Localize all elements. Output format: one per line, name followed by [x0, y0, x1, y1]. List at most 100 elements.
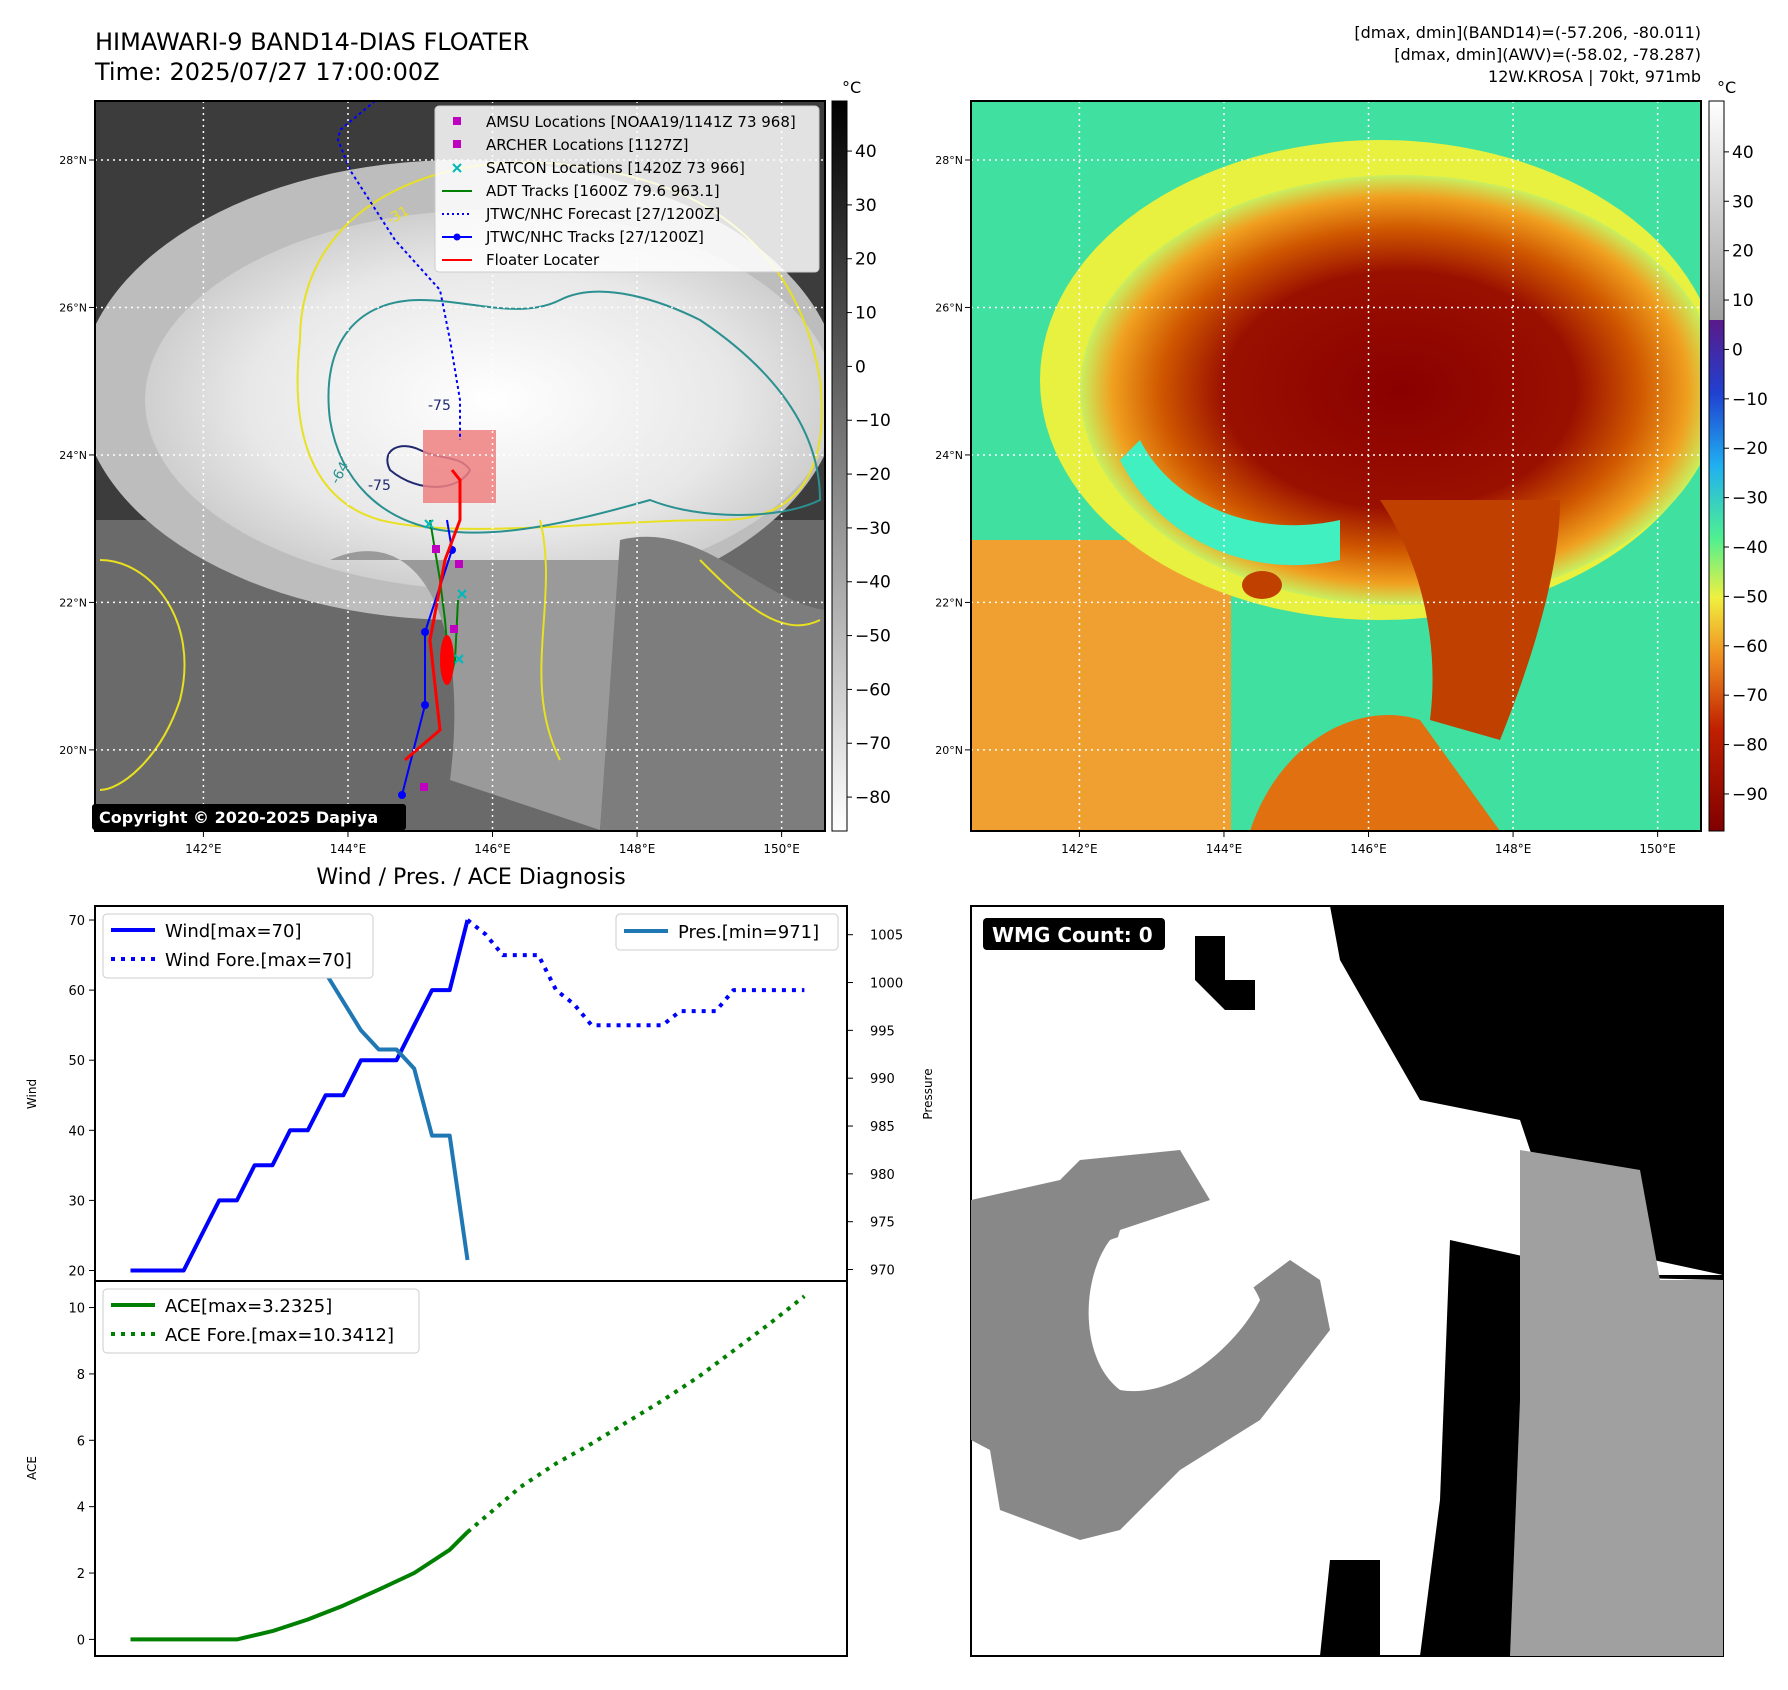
legend-pres-label: Pres.[min=971] [678, 922, 819, 943]
y-right-tick-label: 975 [870, 1216, 895, 1231]
lat-tick-label: 26°N [59, 301, 87, 314]
colorbar-tick-label: −30 [855, 519, 891, 539]
copyright-badge [92, 804, 406, 830]
wmg-panel: WMG Count: 0 [970, 905, 1724, 1657]
wind-legend-right-box [615, 913, 839, 951]
satcon-markers [424, 519, 467, 664]
colorbar-tick-label: 30 [1732, 192, 1754, 212]
y-right-tick-label: 990 [870, 1072, 895, 1087]
copyright-text: Copyright © 2020-2025 Dapiya [99, 808, 378, 827]
wmg-small-blocks [1195, 936, 1255, 1010]
map-legend-item: AMSU Locations [NOAA19/1141Z 73 968] [486, 113, 796, 131]
legend-wind-fore-label: Wind Fore.[max=70] [165, 950, 352, 971]
legend-dot-marker [453, 233, 461, 241]
legend-x-marker [452, 163, 462, 173]
jtwc-track-points [398, 546, 456, 799]
colorbar-tick-label: −10 [855, 411, 891, 431]
wmg-black-region [1300, 906, 1723, 1656]
wind-legend-left: Wind[max=70] Wind Fore.[max=70] [102, 913, 374, 979]
jtwc-forecast-track [336, 101, 461, 440]
y-right-tick-label: 1000 [870, 977, 903, 992]
wmg-white-hole [1088, 1233, 1260, 1392]
map-legend-item: JTWC/NHC Tracks [27/1200Z] [485, 228, 704, 246]
ace-chart: 10 8 6 4 2 0 ACE ACE[max=3.2325] ACE Fore.[ma… [25, 1280, 848, 1657]
lat-tick-label: 24°N [59, 449, 87, 462]
colorbar-tick-label: −20 [855, 465, 891, 485]
lat-tick-label: 26°N [935, 301, 963, 314]
colorbar2 [1708, 100, 1725, 832]
legend-ace-label: ACE[max=3.2325] [165, 1296, 332, 1317]
wmg-dark-gray-region [971, 1150, 1330, 1540]
legend-square-marker [453, 117, 461, 125]
info-line3: 12W.KROSA | 70kt, 971mb [1488, 67, 1701, 86]
contour-label-4: -75 [428, 398, 451, 414]
y-tick-label: 0 [77, 1633, 85, 1648]
contour-teal [327, 290, 822, 534]
lat-tick-label: 28°N [935, 154, 963, 167]
map-legend-item: ARCHER Locations [1127Z] [486, 136, 689, 154]
ace-legend-box [102, 1288, 420, 1354]
colorbar-tick-label: 30 [855, 196, 877, 216]
ir-map-frame [94, 100, 826, 832]
info-line2: [dmax, dmin](AWV)=(-58.02, -78.287) [1394, 45, 1701, 64]
aceseries-line [130, 1530, 469, 1642]
lon-tick-label: 146°E [474, 842, 511, 856]
floater-red-blob [440, 635, 454, 685]
lon-tick-label: 150°E [763, 842, 800, 856]
pressure-axis-label: Pressure [921, 1068, 935, 1119]
colorbar-tick-label: 0 [855, 357, 866, 377]
lat-tick-label: 22°N [935, 596, 963, 609]
y-tick-label: 30 [68, 1194, 85, 1209]
map-legend-item: SATCON Locations [1420Z 73 966] [486, 159, 745, 177]
colorbar-tick-label: −20 [1732, 439, 1768, 459]
y-tick-label: 6 [77, 1434, 85, 1449]
colorbar-tick-label: −30 [1732, 489, 1768, 509]
color-map-panel: 142°E 144°E 146°E 148°E 150°E 28°N 26°N 24°N 22°… [935, 78, 1768, 856]
wind-pressure-chart: 70 60 50 40 30 20 1005 1000 995 990 985 980 975 970 W… [25, 905, 935, 1282]
floater-locater-path [404, 469, 462, 762]
ir-east-band [600, 536, 825, 831]
contour-label-3: -75 [368, 478, 391, 494]
wmg-count: WMG Count: 0 [992, 923, 1153, 947]
lat-tick-label: 22°N [59, 596, 87, 609]
color-small-cell [1242, 571, 1282, 599]
colorbar-tick-label: −40 [855, 573, 891, 593]
y-right-tick-label: 985 [870, 1120, 895, 1135]
colorbar-tick-label: 20 [1732, 242, 1754, 262]
y-tick-label: 10 [68, 1302, 85, 1317]
windseries-line [130, 919, 470, 1273]
color-map-sw-band [971, 540, 1231, 831]
colorbar-tick-label: 0 [1732, 340, 1743, 360]
colorbar2-ticks: 40 30 20 10 0 −10 −20 −30 −40 −50 −60 −70 −80 −90 [1724, 143, 1768, 805]
wmg-light-gray-region [1510, 1150, 1723, 1656]
y-right-tick-label: 980 [870, 1168, 895, 1183]
ir-cloud-mass [145, 210, 825, 590]
color-green-band [1120, 440, 1340, 566]
ace-fore-series-line [466, 1294, 806, 1534]
colorbar1-unit: °C [842, 78, 861, 97]
lat-tick-label: 24°N [935, 449, 963, 462]
ir-map-panel: -31 -64 -75 -75 142°E 144°E 146°E 148°E 150°… [59, 78, 891, 890]
lon-tick-label: 150°E [1639, 842, 1676, 856]
lon-tick-label: 144°E [1206, 842, 1243, 856]
color-cloud-mass [1080, 175, 1701, 605]
lon-tick-label: 148°E [619, 842, 656, 856]
wind-axis-label: Wind [25, 1079, 39, 1109]
colorbar-tick-label: 10 [1732, 291, 1754, 311]
y-tick-label: 4 [77, 1501, 85, 1516]
diag-title: Wind / Pres. / ACE Diagnosis [316, 865, 625, 890]
y-tick-label: 2 [77, 1567, 85, 1582]
map-legend-box [434, 105, 820, 273]
y-right-tick-label: 995 [870, 1024, 895, 1039]
map-legend-item: JTWC/NHC Forecast [27/1200Z] [485, 205, 720, 223]
colorbar-tick-label: −50 [1732, 587, 1768, 607]
colorbar-tick-label: −40 [1732, 538, 1768, 558]
colorbar-tick-label: −90 [1732, 785, 1768, 805]
archer-markers [420, 545, 463, 791]
colorbar-tick-label: −60 [855, 680, 891, 700]
lon-tick-label: 148°E [1495, 842, 1532, 856]
y-tick-label: 50 [68, 1054, 85, 1069]
y-right-tick-label: 970 [870, 1264, 895, 1279]
y-right-tick-label: 1005 [870, 929, 903, 944]
